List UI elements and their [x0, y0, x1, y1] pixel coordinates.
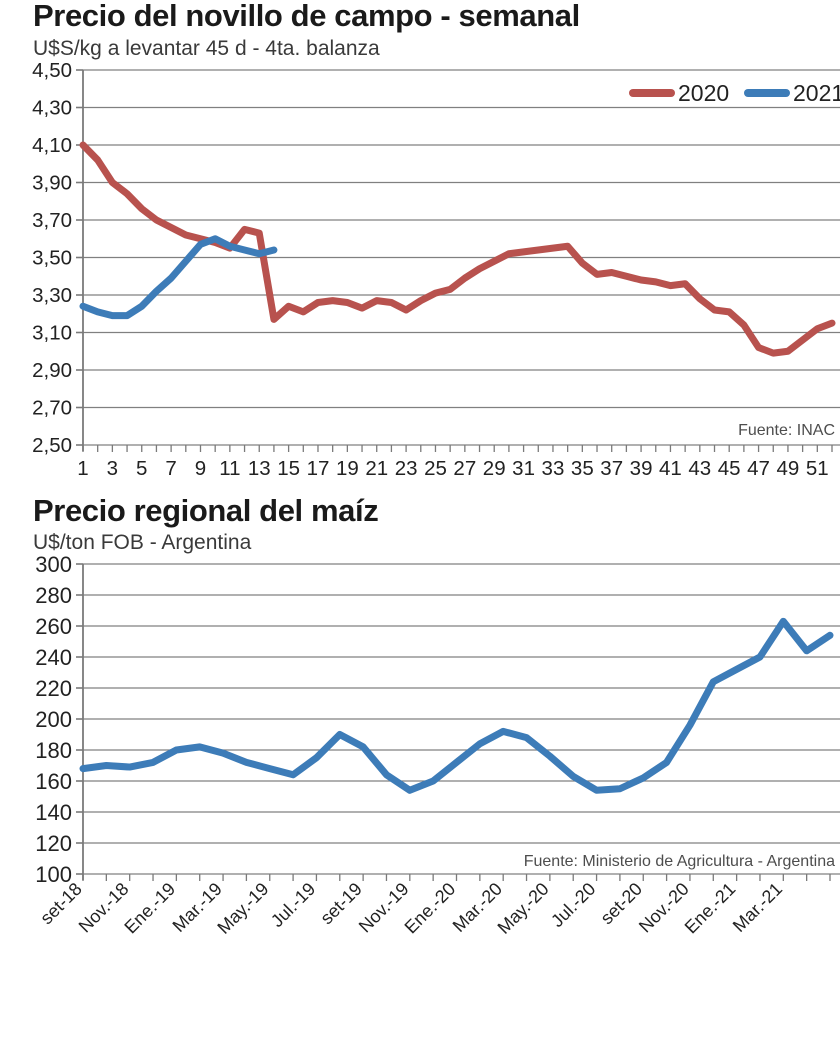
x-axis-tick-label: 25 [424, 457, 447, 480]
chart-novillo-block: Precio del novillo de campo - semanal U$… [0, 0, 840, 495]
x-axis-tick-label: 21 [365, 457, 388, 480]
x-axis-tick-label: Ene.-21 [681, 879, 740, 938]
y-axis-tick-label: 100 [35, 862, 72, 887]
y-axis-tick-label: 180 [35, 738, 72, 763]
x-axis-tick-label: 1 [77, 457, 88, 480]
y-axis-tick-label: 140 [35, 800, 72, 825]
y-axis-tick-label: 240 [35, 645, 72, 670]
x-axis-tick-label: 39 [630, 457, 653, 480]
x-axis-tick-label: 41 [659, 457, 682, 480]
y-axis-tick-label: 3,70 [32, 209, 72, 232]
y-axis-tick-label: 120 [35, 831, 72, 856]
x-axis-tick-label: 19 [336, 457, 359, 480]
x-axis-tick-label: 23 [395, 457, 418, 480]
y-axis-tick-label: 160 [35, 769, 72, 794]
x-axis-tick-label: Ene.-19 [120, 879, 179, 938]
y-axis-tick-label: 2,50 [32, 434, 72, 457]
y-axis-tick-label: 200 [35, 707, 72, 732]
chart-maiz-block: Precio regional del maíz U$/ton FOB - Ar… [0, 492, 840, 970]
series-line-maiz [79, 618, 834, 795]
x-axis-tick-label: May.-19 [213, 879, 272, 938]
y-axis-tick-label: 3,90 [32, 171, 72, 194]
x-axis-tick-label: 49 [777, 457, 800, 480]
x-axis-tick-label: 13 [248, 457, 271, 480]
y-axis-tick-label: 2,70 [32, 396, 72, 419]
chart-novillo-title: Precio del novillo de campo - semanal [33, 0, 580, 33]
chart-novillo-source: Fuente: INAC [738, 422, 835, 439]
x-axis-tick-label: 17 [307, 457, 330, 480]
legend-label-2021: 2021 [793, 80, 840, 106]
chart-maiz-title: Precio regional del maíz [33, 492, 379, 528]
x-axis-tick-label: 43 [688, 457, 711, 480]
chart-maiz-svg: 300280260240220200180160140120100set-18N… [35, 554, 840, 938]
y-axis-tick-label: 4,10 [32, 134, 72, 157]
x-axis-tick-label: 27 [453, 457, 476, 480]
x-axis-tick-label: 29 [483, 457, 506, 480]
x-axis-tick-label: 51 [806, 457, 829, 480]
legend-label-2020: 2020 [678, 80, 729, 106]
x-axis-tick-label: Jul.-19 [267, 879, 319, 931]
y-axis-tick-label: 3,50 [32, 246, 72, 269]
series-line-2021 [79, 234, 278, 319]
y-axis-tick-label: 300 [35, 554, 72, 577]
x-axis-tick-label: Jul.-20 [547, 879, 599, 931]
y-axis-tick-label: 3,30 [32, 284, 72, 307]
y-axis-tick-label: 2,90 [32, 359, 72, 382]
y-axis-tick-label: 280 [35, 583, 72, 608]
x-axis-tick-label: May.-20 [494, 879, 553, 938]
x-axis-tick-label: 31 [512, 457, 535, 480]
x-axis-tick-label: 3 [107, 457, 118, 480]
y-axis-tick-label: 220 [35, 676, 72, 701]
chart-novillo-svg: 4,50 4,30 4,10 3,90 3,70 3,50 3,30 3,10 2,90 2,70… [32, 60, 840, 480]
x-axis-tick-label: 15 [277, 457, 300, 480]
y-axis-tick-label: 260 [35, 614, 72, 639]
chart-maiz-subtitle: U$/ton FOB - Argentina [33, 531, 252, 555]
y-axis-tick-label: 4,50 [32, 60, 72, 82]
x-axis-tick-label: Mar.-21 [729, 879, 786, 936]
y-axis-tick-label: 4,30 [32, 96, 72, 119]
x-axis-tick-label: 33 [542, 457, 565, 480]
x-axis-tick-label: 47 [747, 457, 770, 480]
chart-novillo-subtitle: U$S/kg a levantar 45 d - 4ta. balanza [33, 36, 380, 60]
x-axis-tick-label: 7 [165, 457, 176, 480]
chart-novillo-plot: 4,50 4,30 4,10 3,90 3,70 3,50 3,30 3,10 2,90 2,70… [0, 60, 840, 495]
chart-maiz-source: Fuente: Ministerio de Agricultura - Arge… [524, 853, 835, 870]
x-axis-tick-label: 11 [219, 457, 240, 480]
x-axis-tick-label: 37 [600, 457, 623, 480]
x-axis-tick-label: Ene.-20 [401, 879, 460, 938]
x-axis-tick-label: 45 [718, 457, 741, 480]
x-axis-tick-label: 9 [195, 457, 206, 480]
x-axis-tick-label: 5 [136, 457, 147, 480]
x-axis-tick-label: 35 [571, 457, 594, 480]
chart-maiz-plot: 300 280 260 240 220 200 180 160 140 120 100 set-18 N… [0, 554, 840, 969]
y-axis-tick-label: 3,10 [32, 321, 72, 344]
